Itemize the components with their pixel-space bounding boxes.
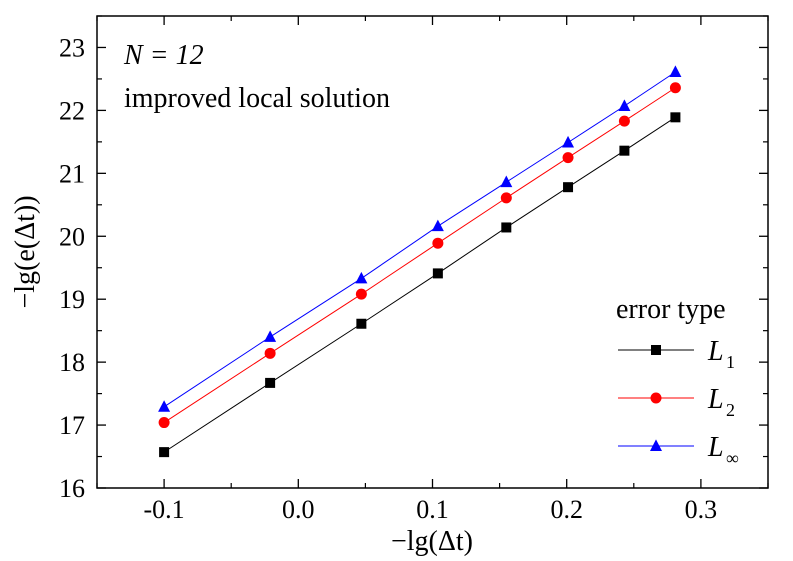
data-point: [500, 192, 512, 204]
data-point: [562, 135, 575, 148]
y-tick-label: 17: [59, 411, 85, 440]
legend-label-subscript: ∞: [726, 448, 739, 468]
plot-frame: [96, 15, 769, 489]
legend-marker: [650, 439, 662, 451]
data-point: [264, 330, 277, 342]
data-point: [618, 99, 631, 111]
series-3: [158, 65, 682, 412]
x-tick-label: 0.3: [685, 495, 718, 524]
y-tick-label: 16: [59, 474, 85, 503]
data-point: [563, 182, 574, 193]
y-tick-label: 18: [59, 348, 85, 377]
tick-labels: -0.1 0.0 0.1 0.2 0.3 16 17 18 19 20 21 22 23: [59, 33, 717, 524]
data-point: [265, 377, 276, 388]
data-point: [562, 152, 574, 164]
data-point: [669, 65, 682, 77]
y-tick-label: 20: [59, 222, 85, 251]
series-layer: [158, 65, 682, 458]
x-tick-label: 0.0: [282, 495, 315, 524]
data-point: [501, 222, 512, 233]
legend-label: L: [707, 336, 724, 367]
x-tick-label: -0.1: [144, 495, 185, 524]
series-line: [163, 116, 676, 453]
x-tick-label: 0.1: [416, 495, 449, 524]
series-line: [163, 87, 676, 423]
legend: error type L 1L 2L ∞: [616, 294, 739, 468]
series-line: [163, 71, 676, 408]
data-point: [669, 82, 681, 94]
legend-title: error type: [616, 294, 726, 325]
legend-label: L: [707, 432, 724, 463]
legend-marker: [651, 345, 661, 355]
data-point: [500, 175, 513, 188]
y-tick-label: 19: [59, 285, 85, 314]
data-point: [355, 288, 367, 300]
y-tick-label: 23: [59, 33, 85, 62]
legend-item-3: L ∞: [618, 432, 739, 468]
data-point: [355, 271, 368, 284]
data-point: [356, 318, 367, 329]
y-axis-title: −lg(e(Δt)): [10, 195, 41, 308]
data-point: [159, 447, 170, 458]
data-point: [432, 268, 443, 279]
y-tick-label: 21: [59, 159, 85, 188]
legend-label: L: [707, 384, 724, 415]
data-point: [431, 219, 444, 232]
data-point: [264, 347, 276, 359]
annotation-n: N = 12: [123, 40, 204, 71]
series-2: [158, 82, 681, 429]
data-point: [618, 115, 630, 127]
data-point: [432, 237, 444, 249]
x-axis-title: −lg(Δt): [391, 526, 473, 557]
legend-label-subscript: 2: [726, 400, 735, 420]
data-point: [619, 145, 630, 156]
legend-marker: [650, 392, 662, 404]
legend-label-subscript: 1: [726, 352, 735, 372]
data-point: [158, 400, 171, 412]
annotation-method: improved local solution: [124, 83, 390, 114]
data-point: [158, 417, 170, 429]
y-tick-label: 22: [59, 96, 85, 125]
data-point: [670, 112, 681, 123]
series-1: [159, 112, 681, 458]
x-tick-label: 0.2: [550, 495, 583, 524]
